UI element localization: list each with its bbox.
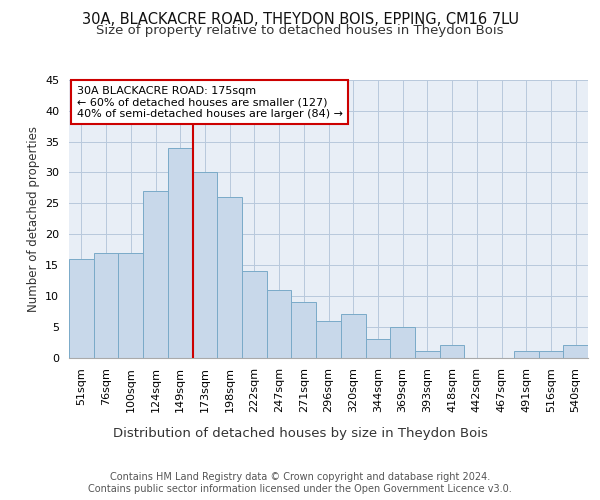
Text: 30A BLACKACRE ROAD: 175sqm
← 60% of detached houses are smaller (127)
40% of sem: 30A BLACKACRE ROAD: 175sqm ← 60% of deta… bbox=[77, 86, 343, 118]
Bar bbox=[440, 345, 464, 358]
Bar bbox=[390, 326, 415, 358]
Bar bbox=[69, 259, 94, 358]
Bar bbox=[242, 271, 267, 358]
Bar bbox=[267, 290, 292, 358]
Text: Distribution of detached houses by size in Theydon Bois: Distribution of detached houses by size … bbox=[113, 428, 487, 440]
Bar bbox=[341, 314, 365, 358]
Bar bbox=[365, 339, 390, 357]
Bar bbox=[292, 302, 316, 358]
Bar bbox=[168, 148, 193, 358]
Bar bbox=[143, 191, 168, 358]
Bar bbox=[563, 345, 588, 358]
Bar bbox=[316, 320, 341, 358]
Bar bbox=[193, 172, 217, 358]
Bar bbox=[539, 352, 563, 358]
Bar bbox=[118, 252, 143, 358]
Bar bbox=[217, 197, 242, 358]
Text: 30A, BLACKACRE ROAD, THEYDON BOIS, EPPING, CM16 7LU: 30A, BLACKACRE ROAD, THEYDON BOIS, EPPIN… bbox=[82, 12, 518, 28]
Text: Contains HM Land Registry data © Crown copyright and database right 2024.
Contai: Contains HM Land Registry data © Crown c… bbox=[88, 472, 512, 494]
Y-axis label: Number of detached properties: Number of detached properties bbox=[26, 126, 40, 312]
Bar bbox=[514, 352, 539, 358]
Bar bbox=[94, 252, 118, 358]
Text: Size of property relative to detached houses in Theydon Bois: Size of property relative to detached ho… bbox=[96, 24, 504, 37]
Bar bbox=[415, 352, 440, 358]
